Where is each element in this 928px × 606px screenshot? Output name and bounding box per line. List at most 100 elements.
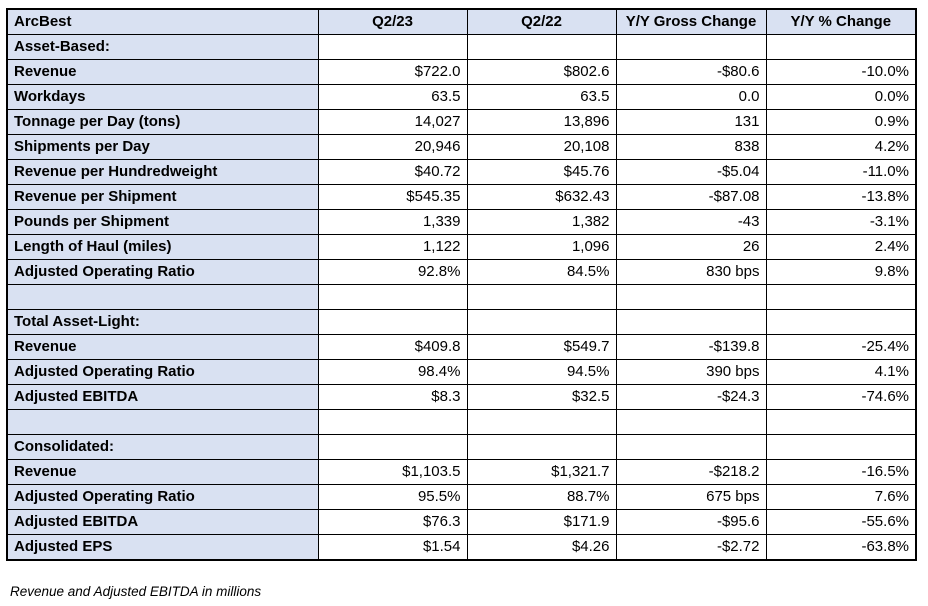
value-cell: $1,103.5: [317, 458, 468, 485]
value-cell: $1,321.7: [466, 458, 617, 485]
value-cell: 0.0%: [765, 84, 917, 110]
value-cell: -11.0%: [765, 159, 917, 185]
value-cell: -$5.04: [615, 159, 767, 185]
blank-row: [6, 284, 917, 310]
value-cell: $40.72: [317, 159, 468, 185]
value-cell: [317, 34, 468, 60]
value-cell: $8.3: [317, 383, 468, 410]
row-label-cell: [6, 284, 319, 310]
value-cell: 20,108: [466, 134, 617, 160]
data-row: Shipments per Day 20,946 20,108 838 4.2%: [6, 134, 917, 160]
data-row: Revenue $1,103.5 $1,321.7 -$218.2 -16.5%: [6, 458, 917, 485]
row-label-cell: Revenue: [6, 59, 319, 85]
value-cell: -63.8%: [765, 533, 917, 561]
data-row: Adjusted Operating Ratio 98.4% 94.5% 390 bp…: [6, 358, 917, 385]
value-cell: -25.4%: [765, 333, 917, 360]
value-cell: 4.1%: [765, 358, 917, 385]
value-cell: -$24.3: [615, 383, 767, 410]
row-label-cell: Revenue per Shipment: [6, 184, 319, 210]
value-cell: -13.8%: [765, 184, 917, 210]
row-label-cell: Length of Haul (miles): [6, 234, 319, 260]
arcbest-metrics-table: ArcBest Q2/23 Q2/22 Y/Y Gross Change Y/Y % C…: [6, 8, 917, 561]
value-cell: -$218.2: [615, 458, 767, 485]
value-cell: $171.9: [466, 508, 617, 535]
row-label-cell: Tonnage per Day (tons): [6, 109, 319, 135]
value-cell: [615, 34, 767, 60]
data-row: Adjusted EPS $1.54 $4.26 -$2.72 -63.8%: [6, 533, 917, 561]
value-cell: [317, 284, 468, 310]
row-label-cell: Adjusted Operating Ratio: [6, 259, 319, 285]
value-cell: -$80.6: [615, 59, 767, 85]
value-cell: $802.6: [466, 59, 617, 85]
value-cell: 1,096: [466, 234, 617, 260]
value-cell: 63.5: [317, 84, 468, 110]
value-cell: [615, 284, 767, 310]
value-cell: [466, 433, 617, 460]
row-label-cell: Adjusted EBITDA: [6, 508, 319, 535]
value-cell: [466, 34, 617, 60]
value-cell: -74.6%: [765, 383, 917, 410]
value-cell: 0.0: [615, 84, 767, 110]
value-cell: -$95.6: [615, 508, 767, 535]
data-row: Adjusted Operating Ratio 92.8% 84.5% 830 bp…: [6, 259, 917, 285]
row-label-cell: Adjusted EPS: [6, 533, 319, 561]
section-row: Consolidated:: [6, 433, 917, 460]
value-cell: [765, 408, 917, 435]
value-cell: [615, 408, 767, 435]
column-header-cell: Q2/22: [466, 8, 617, 35]
value-cell: 675 bps: [615, 483, 767, 510]
value-cell: 1,382: [466, 209, 617, 235]
row-label-cell: Pounds per Shipment: [6, 209, 319, 235]
data-row: Adjusted Operating Ratio 95.5% 88.7% 675 bp…: [6, 483, 917, 510]
value-cell: 9.8%: [765, 259, 917, 285]
column-header-cell: Y/Y Gross Change: [615, 8, 767, 35]
row-label-cell: Adjusted Operating Ratio: [6, 358, 319, 385]
header-row: ArcBest Q2/23 Q2/22 Y/Y Gross Change Y/Y % C…: [6, 8, 917, 35]
data-row: Revenue per Shipment $545.35 $632.43 -$87.0…: [6, 184, 917, 210]
value-cell: [466, 284, 617, 310]
value-cell: -$87.08: [615, 184, 767, 210]
value-cell: 88.7%: [466, 483, 617, 510]
value-cell: -55.6%: [765, 508, 917, 535]
data-row: Revenue per Hundredweight $40.72 $45.76 -$5…: [6, 159, 917, 185]
data-row: Revenue $409.8 $549.7 -$139.8 -25.4%: [6, 333, 917, 360]
value-cell: 1,339: [317, 209, 468, 235]
value-cell: 26: [615, 234, 767, 260]
column-header-cell: Y/Y % Change: [765, 8, 917, 35]
value-cell: [466, 308, 617, 335]
value-cell: 7.6%: [765, 483, 917, 510]
value-cell: 92.8%: [317, 259, 468, 285]
value-cell: 94.5%: [466, 358, 617, 385]
value-cell: [466, 408, 617, 435]
value-cell: 390 bps: [615, 358, 767, 385]
value-cell: [765, 308, 917, 335]
value-cell: 95.5%: [317, 483, 468, 510]
value-cell: $1.54: [317, 533, 468, 561]
value-cell: 838: [615, 134, 767, 160]
value-cell: [615, 433, 767, 460]
value-cell: -3.1%: [765, 209, 917, 235]
column-header-cell: Q2/23: [317, 8, 468, 35]
value-cell: -43: [615, 209, 767, 235]
section-row: Total Asset-Light:: [6, 308, 917, 335]
arcbest-metrics-table-wrap: ArcBest Q2/23 Q2/22 Y/Y Gross Change Y/Y % C…: [6, 8, 917, 561]
value-cell: [765, 433, 917, 460]
row-label-cell: Shipments per Day: [6, 134, 319, 160]
value-cell: $76.3: [317, 508, 468, 535]
row-label-cell: Adjusted EBITDA: [6, 383, 319, 410]
row-label-cell: Asset-Based:: [6, 34, 319, 60]
value-cell: 0.9%: [765, 109, 917, 135]
data-row: Workdays 63.5 63.5 0.0 0.0%: [6, 84, 917, 110]
data-row: Length of Haul (miles) 1,122 1,096 26 2.4%: [6, 234, 917, 260]
value-cell: 84.5%: [466, 259, 617, 285]
row-label-cell: Adjusted Operating Ratio: [6, 483, 319, 510]
value-cell: 13,896: [466, 109, 617, 135]
value-cell: -$139.8: [615, 333, 767, 360]
row-label-cell: Consolidated:: [6, 433, 319, 460]
row-label-cell: Workdays: [6, 84, 319, 110]
row-label-cell: Revenue per Hundredweight: [6, 159, 319, 185]
data-row: Adjusted EBITDA $76.3 $171.9 -$95.6 -55.6%: [6, 508, 917, 535]
row-label-cell: [6, 408, 319, 435]
footnote: Revenue and Adjusted EBITDA in millions: [10, 584, 262, 599]
